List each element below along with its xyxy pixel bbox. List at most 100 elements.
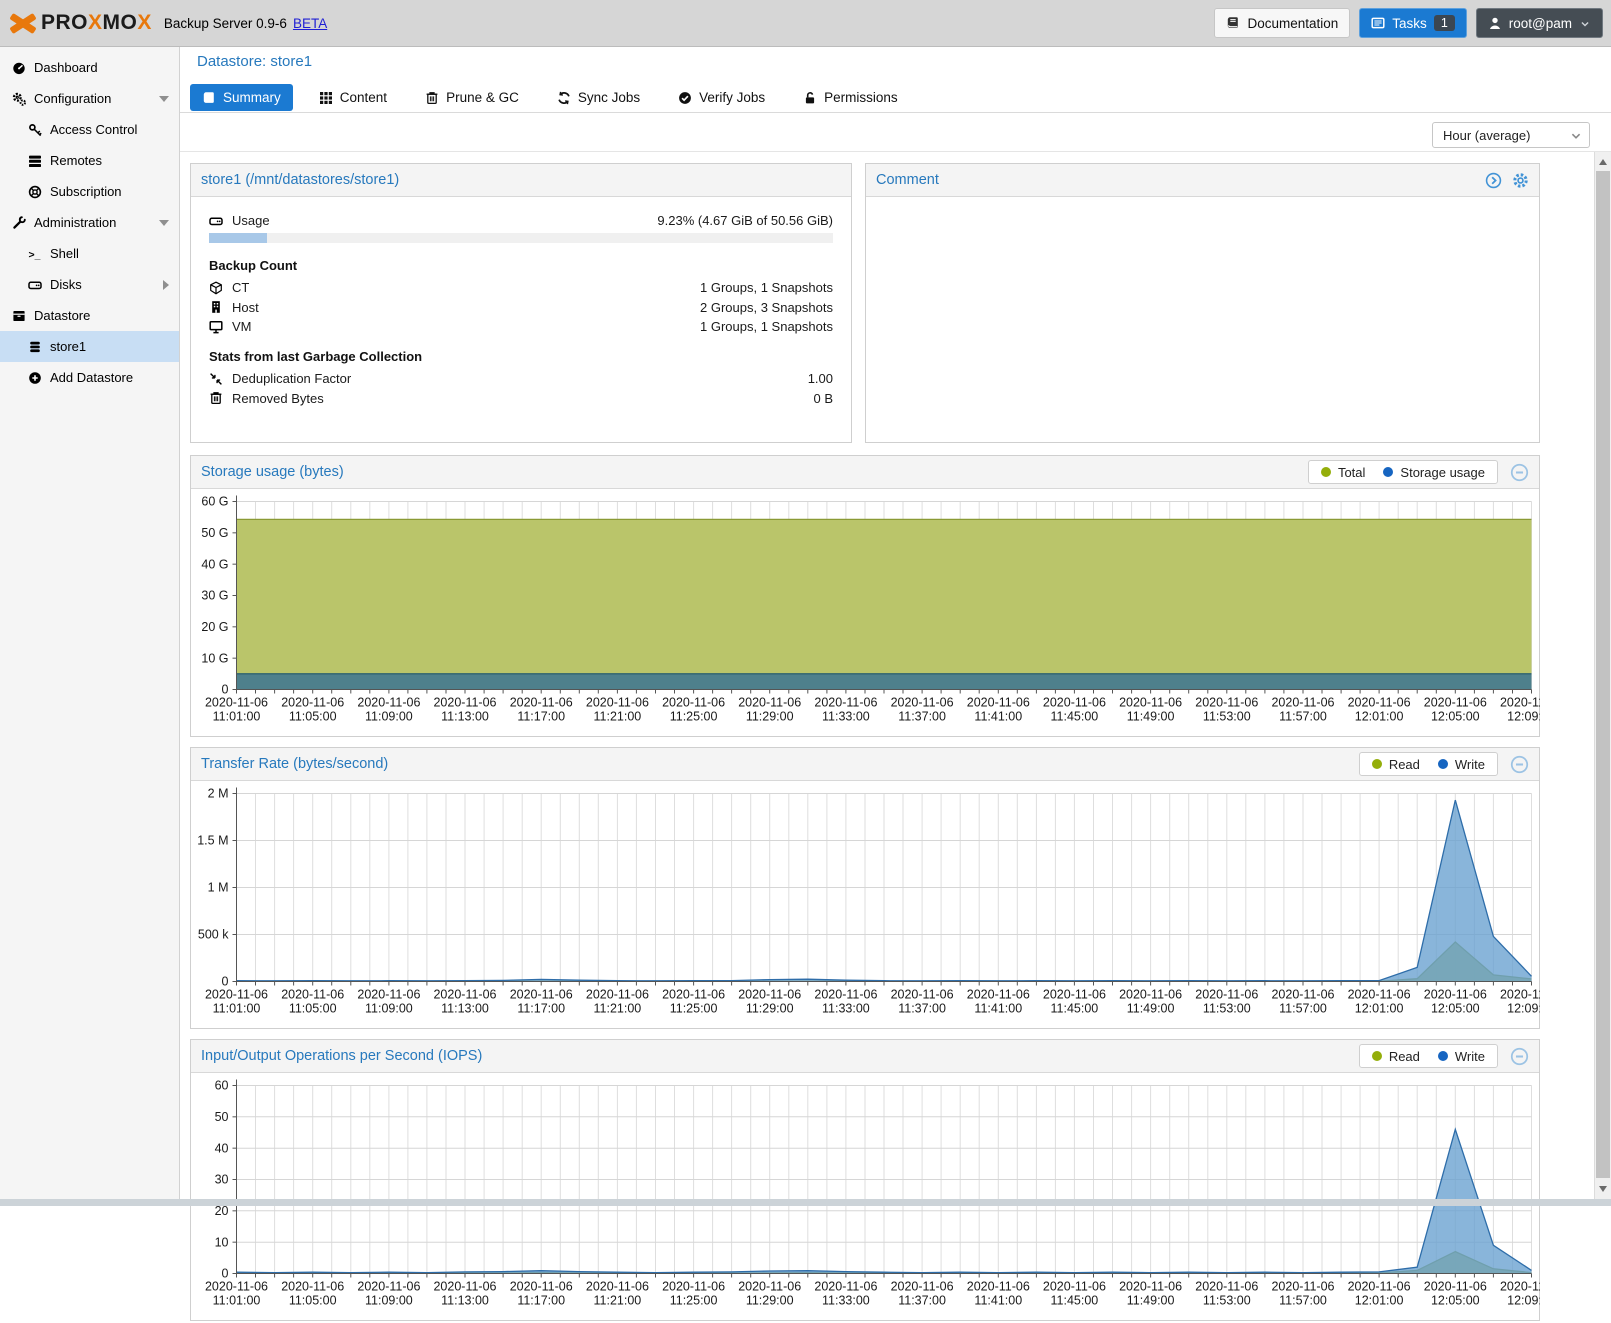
sidebar-item-dashboard[interactable]: Dashboard xyxy=(0,52,179,83)
book-icon xyxy=(202,91,216,105)
sidebar-item-shell[interactable]: >_Shell xyxy=(0,238,179,269)
triangle-up-icon xyxy=(1599,159,1607,165)
beta-link[interactable]: BETA xyxy=(293,16,327,31)
comment-panel-body[interactable] xyxy=(866,197,1539,442)
svg-text:12:09:00: 12:09:00 xyxy=(1507,1294,1540,1308)
sidebar-item-store1[interactable]: store1 xyxy=(0,331,179,362)
svg-text:40 G: 40 G xyxy=(201,557,228,571)
tab-prune-gc[interactable]: Prune & GC xyxy=(413,84,531,111)
svg-text:12:05:00: 12:05:00 xyxy=(1431,1294,1480,1308)
svg-text:20 G: 20 G xyxy=(201,620,228,634)
svg-text:30: 30 xyxy=(215,1173,229,1187)
book-icon xyxy=(1226,16,1240,30)
svg-text:2020-11-06: 2020-11-06 xyxy=(433,988,496,1002)
caret-right-icon[interactable] xyxy=(163,280,169,290)
legend-label: Write xyxy=(1455,757,1485,772)
scrollbar-thumb[interactable] xyxy=(1596,171,1610,1178)
svg-text:2020-11-06: 2020-11-06 xyxy=(814,988,877,1002)
usage-progress-bar xyxy=(209,233,833,243)
svg-text:11:01:00: 11:01:00 xyxy=(213,710,261,724)
svg-text:2020-11-06: 2020-11-06 xyxy=(1043,696,1106,710)
scroll-down-button[interactable] xyxy=(1595,1181,1611,1197)
task-list-icon xyxy=(1371,16,1385,30)
tachometer-icon xyxy=(12,61,26,75)
svg-text:2020-11-06: 2020-11-06 xyxy=(1271,696,1334,710)
svg-text:11:21:00: 11:21:00 xyxy=(594,1294,642,1308)
chart-title: Storage usage (bytes) xyxy=(201,464,344,480)
svg-text:11:53:00: 11:53:00 xyxy=(1203,1002,1251,1016)
chart-panel-iops: Input/Output Operations per Second (IOPS… xyxy=(190,1039,1540,1321)
svg-text:11:45:00: 11:45:00 xyxy=(1051,1294,1099,1308)
scroll-up-button[interactable] xyxy=(1595,154,1611,170)
minus-circle-icon[interactable] xyxy=(1510,755,1529,774)
top-bar: PROXMOX Backup Server 0.9-6 BETA Documen… xyxy=(0,0,1611,47)
svg-text:40: 40 xyxy=(215,1141,229,1155)
sidebar-item-add-datastore[interactable]: Add Datastore xyxy=(0,362,179,393)
page-title: Datastore: store1 xyxy=(197,53,312,70)
svg-text:20: 20 xyxy=(215,1204,229,1218)
cube-icon xyxy=(209,281,226,295)
user-menu-button[interactable]: root@pam xyxy=(1476,8,1603,38)
brand-letter-group: X xyxy=(137,11,152,34)
svg-text:2020-11-06: 2020-11-06 xyxy=(738,696,801,710)
user-icon xyxy=(1488,16,1502,30)
gear-icon[interactable] xyxy=(1512,172,1529,189)
caret-down-icon[interactable] xyxy=(159,96,169,102)
legend-item-write: Write xyxy=(1438,757,1485,772)
sidebar-item-disks[interactable]: Disks xyxy=(0,269,179,300)
brand-letter-group: X xyxy=(88,11,103,34)
svg-text:2020-11-06: 2020-11-06 xyxy=(1500,988,1540,1002)
svg-text:2020-11-06: 2020-11-06 xyxy=(281,696,344,710)
comment-panel: Comment xyxy=(865,163,1540,443)
svg-text:11:25:00: 11:25:00 xyxy=(670,1294,718,1308)
chevron-circle-right-icon[interactable] xyxy=(1485,172,1502,189)
caret-down-icon[interactable] xyxy=(159,220,169,226)
svg-text:2020-11-06: 2020-11-06 xyxy=(433,696,496,710)
sidebar-item-configuration[interactable]: Configuration xyxy=(0,83,179,114)
minus-circle-icon[interactable] xyxy=(1510,463,1529,482)
usage-row: Usage 9.23% (4.67 GiB of 50.56 GiB) xyxy=(209,213,833,228)
tab-summary[interactable]: Summary xyxy=(190,84,293,111)
legend-label: Read xyxy=(1389,1049,1420,1064)
sidebar-item-remotes[interactable]: Remotes xyxy=(0,145,179,176)
tab-verify-jobs[interactable]: Verify Jobs xyxy=(666,84,777,111)
svg-text:50: 50 xyxy=(215,1110,229,1124)
sidebar-item-administration[interactable]: Administration xyxy=(0,207,179,238)
documentation-button[interactable]: Documentation xyxy=(1214,8,1350,38)
svg-text:2020-11-06: 2020-11-06 xyxy=(738,1280,801,1294)
desktop-icon xyxy=(209,320,226,334)
sidebar-item-access-control[interactable]: Access Control xyxy=(0,114,179,145)
svg-text:1.5 M: 1.5 M xyxy=(197,834,228,848)
store1-panel-body: Usage 9.23% (4.67 GiB of 50.56 GiB) Back… xyxy=(191,197,851,406)
sidebar-item-datastore[interactable]: Datastore xyxy=(0,300,179,331)
terminal-icon: >_ xyxy=(28,247,42,261)
tab-content[interactable]: Content xyxy=(307,84,399,111)
svg-text:11:33:00: 11:33:00 xyxy=(822,710,870,724)
svg-text:11:09:00: 11:09:00 xyxy=(365,710,413,724)
sidebar-item-label: Subscription xyxy=(50,184,122,199)
chevron-down-icon xyxy=(1579,17,1591,29)
svg-text:11:09:00: 11:09:00 xyxy=(365,1002,413,1016)
minus-circle-icon[interactable] xyxy=(1510,1047,1529,1066)
svg-text:30 G: 30 G xyxy=(201,589,228,603)
tab-sync-jobs[interactable]: Sync Jobs xyxy=(545,84,652,111)
time-range-select[interactable]: Hour (average) xyxy=(1432,122,1590,148)
svg-text:11:45:00: 11:45:00 xyxy=(1051,710,1099,724)
sidebar-item-subscription[interactable]: Subscription xyxy=(0,176,179,207)
svg-text:11:49:00: 11:49:00 xyxy=(1127,1002,1175,1016)
svg-text:11:13:00: 11:13:00 xyxy=(441,710,489,724)
vertical-scrollbar[interactable] xyxy=(1594,152,1611,1199)
brand-letter-group: MO xyxy=(103,11,138,34)
tasks-button[interactable]: Tasks 1 xyxy=(1359,8,1466,38)
svg-text:12:05:00: 12:05:00 xyxy=(1431,1002,1480,1016)
tab-permissions[interactable]: Permissions xyxy=(791,84,910,111)
sidebar-item-label: Disks xyxy=(50,277,82,292)
